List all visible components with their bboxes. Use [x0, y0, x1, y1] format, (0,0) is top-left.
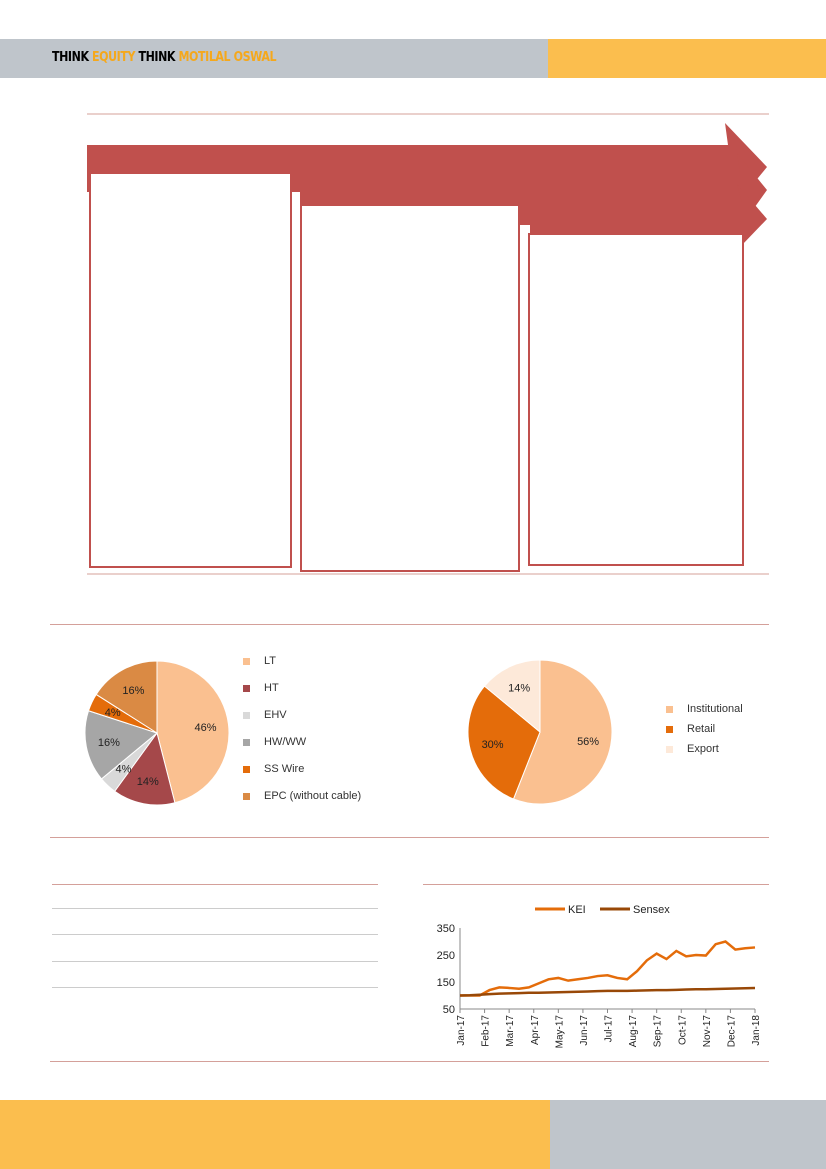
series-line-kei — [460, 940, 756, 997]
table-line — [52, 908, 378, 909]
footer-bar — [0, 1100, 550, 1169]
x-tick-label: Jul-17 — [604, 1015, 615, 1043]
legend-label: Institutional — [687, 703, 743, 715]
line-chart: 50 150 250 350 Jan-17 Feb-17 Mar-17 Apr-17 May-1… — [437, 904, 762, 1049]
legend-swatch — [666, 725, 673, 733]
legend-label: EHV — [264, 709, 287, 721]
legend-label: HW/WW — [264, 736, 307, 748]
pie-charts: 46%14%4%16%4%16%56%30%14% — [84, 659, 613, 806]
brand-word: MOTILAL OSWAL — [178, 50, 277, 65]
legend-swatch — [243, 711, 250, 719]
x-tick-label: Sep-17 — [653, 1015, 664, 1048]
pie-2-legend: Institutional Retail Export — [666, 703, 743, 755]
footer-accent — [550, 1100, 826, 1169]
data-label: 14% — [137, 776, 159, 788]
legend-label: EPC (without cable) — [264, 790, 362, 802]
data-label: 46% — [195, 722, 217, 734]
data-label: 16% — [122, 685, 144, 697]
y-tick-label: 250 — [437, 950, 455, 962]
legend-swatch — [243, 684, 250, 692]
legend-item: LT — [243, 655, 361, 667]
data-label: 56% — [577, 736, 599, 748]
x-tick-label: Aug-17 — [628, 1015, 639, 1048]
legend-swatch — [243, 765, 250, 773]
pie-slice-ht — [113, 731, 176, 806]
data-label: 30% — [482, 739, 504, 751]
x-tick-label: Jan-17 — [456, 1015, 467, 1046]
pie-slice-hw-ww — [84, 710, 159, 780]
arrow-3 — [530, 184, 767, 245]
legend-item: Export — [666, 743, 743, 755]
table-line — [52, 961, 378, 962]
legend-item: EPC (without cable) — [243, 790, 361, 802]
pie-slice-lt — [156, 660, 230, 804]
x-tick-label: Dec-17 — [726, 1015, 737, 1048]
box-1 — [89, 172, 292, 568]
legend-swatch — [243, 738, 250, 746]
x-tick-label: Nov-17 — [702, 1015, 713, 1048]
header-accent — [548, 39, 826, 78]
x-tick-label: Feb-17 — [481, 1015, 492, 1047]
process-diagram — [87, 113, 769, 575]
y-tick-label: 350 — [437, 923, 455, 935]
legend-item: SS Wire — [243, 763, 361, 775]
data-label: 4% — [105, 707, 121, 719]
series-line-sensex — [459, 986, 756, 997]
legend-label: HT — [264, 682, 279, 694]
pie-slice-epc-without-cable- — [95, 660, 158, 734]
brand-word: THINK — [52, 50, 93, 65]
x-tick-label: Mar-17 — [505, 1015, 516, 1047]
legend-item: EHV — [243, 709, 361, 721]
pie-slice-export — [483, 659, 541, 734]
data-label: 4% — [116, 764, 132, 776]
header-bar — [0, 39, 548, 78]
data-label: 16% — [98, 737, 120, 749]
legend-swatch — [666, 745, 673, 753]
brand-word: EQUITY — [92, 50, 139, 65]
brand-word: THINK — [138, 50, 179, 65]
legend-label: Export — [687, 743, 719, 755]
brand-tagline: THINK EQUITY THINK MOTILAL OSWAL — [52, 50, 277, 65]
divider — [423, 884, 769, 885]
table-line — [52, 987, 378, 988]
pie-slice-institutional — [512, 659, 613, 805]
divider — [50, 1061, 769, 1062]
legend-swatch — [243, 792, 250, 800]
box-3 — [528, 233, 744, 566]
data-label: 14% — [508, 683, 530, 695]
legend-label: Retail — [687, 723, 716, 735]
legend-label: SS Wire — [264, 763, 305, 775]
x-tick-label: Apr-17 — [530, 1015, 541, 1045]
legend-swatch — [666, 705, 673, 713]
y-tick-label: 150 — [437, 977, 455, 989]
box-2 — [300, 204, 520, 572]
table-line — [52, 934, 378, 935]
x-tick-label: Jun-17 — [579, 1015, 590, 1046]
legend-label: KEI — [568, 904, 586, 916]
pie-slice-retail — [467, 685, 541, 800]
legend-item: HT — [243, 682, 361, 694]
legend-swatch — [243, 657, 250, 665]
divider — [50, 837, 769, 838]
legend-label: LT — [264, 655, 277, 667]
y-tick-label: 50 — [443, 1004, 455, 1016]
pie-1-legend: LT HT EHV HW/WW SS Wire EPC (without cable) — [243, 655, 361, 802]
legend-item: Institutional — [666, 703, 743, 715]
x-tick-label: May-17 — [554, 1015, 565, 1049]
divider — [50, 624, 769, 625]
legend-item: Retail — [666, 723, 743, 735]
legend-label: Sensex — [633, 904, 670, 916]
x-tick-label: Jan-18 — [751, 1015, 762, 1046]
legend-item: HW/WW — [243, 736, 361, 748]
table-line — [52, 884, 378, 885]
x-tick-label: Oct-17 — [677, 1015, 688, 1045]
